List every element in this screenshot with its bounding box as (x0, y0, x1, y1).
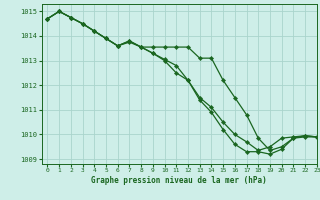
X-axis label: Graphe pression niveau de la mer (hPa): Graphe pression niveau de la mer (hPa) (91, 176, 267, 185)
